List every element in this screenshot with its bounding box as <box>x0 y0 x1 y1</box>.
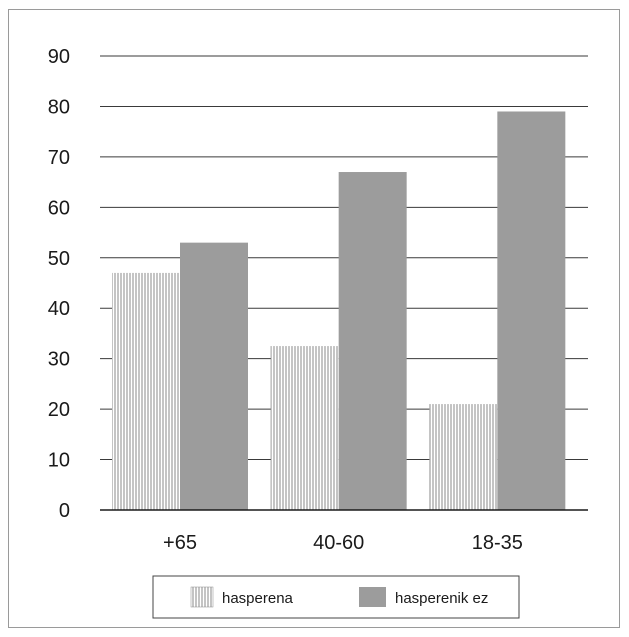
y-tick-label: 80 <box>48 96 70 118</box>
y-tick-label: 50 <box>48 248 70 270</box>
bar-hasperena-40-60 <box>270 346 339 510</box>
bar-hasperenik-ez-40-60 <box>338 172 407 510</box>
legend-swatch-hasperenik-ez <box>359 587 386 607</box>
legend-box <box>152 575 520 619</box>
y-tick-label: 10 <box>48 450 70 472</box>
x-axis-ticks: +65 40-60 18-35 <box>163 532 523 554</box>
y-tick-label: 90 <box>48 46 70 68</box>
x-tick-label: 18-35 <box>472 532 523 554</box>
y-tick-label: 40 <box>48 298 70 320</box>
x-tick-label: 40-60 <box>313 532 364 554</box>
y-tick-label: 70 <box>48 147 70 169</box>
legend: hasperena hasperenik ez <box>152 575 520 619</box>
bars <box>112 111 566 510</box>
legend-label-hasperenik-ez: hasperenik ez <box>395 590 488 607</box>
bar-hasperena-+65 <box>112 272 180 510</box>
legend-swatch-hasperena <box>190 586 214 608</box>
y-axis-ticks: 0 10 20 30 40 50 60 70 80 90 <box>48 46 70 522</box>
bar-hasperenik-ez-+65 <box>180 242 248 510</box>
y-tick-label: 60 <box>48 197 70 219</box>
y-tick-label: 0 <box>59 500 70 522</box>
y-tick-label: 20 <box>48 399 70 421</box>
legend-label-hasperena: hasperena <box>222 590 294 607</box>
y-tick-label: 30 <box>48 349 70 371</box>
bar-hasperena-18-35 <box>429 404 498 510</box>
bar-hasperenik-ez-18-35 <box>497 111 566 510</box>
x-tick-label: +65 <box>163 532 197 554</box>
